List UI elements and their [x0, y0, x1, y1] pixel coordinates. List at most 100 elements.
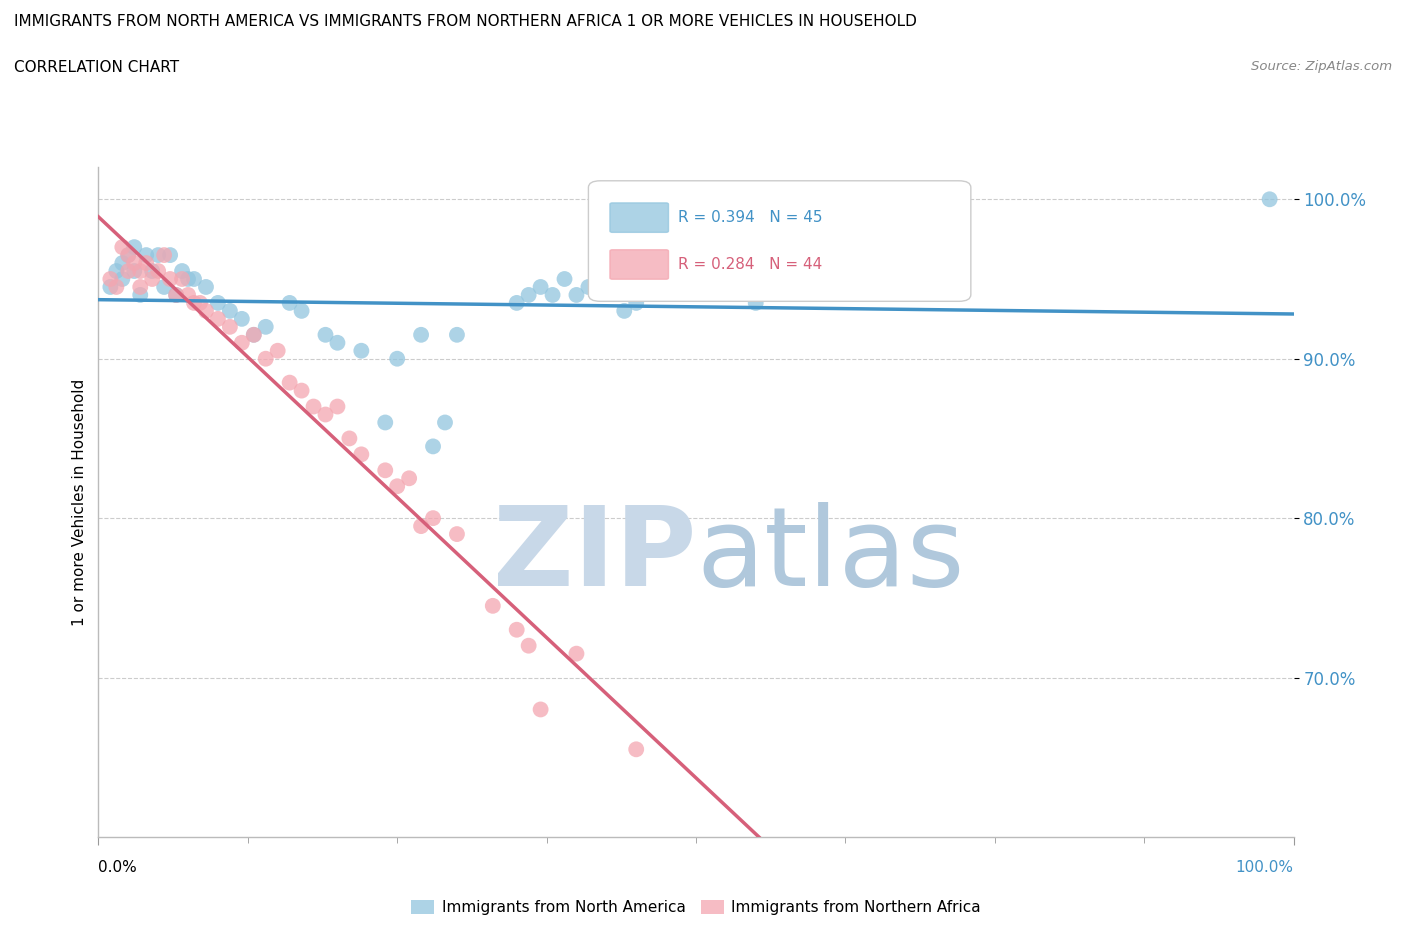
- Point: [315, 407, 337, 422]
- Text: Source: ZipAtlas.com: Source: ZipAtlas.com: [1251, 60, 1392, 73]
- Point: [111, 256, 134, 271]
- Text: IMMIGRANTS FROM NORTH AMERICA VS IMMIGRANTS FROM NORTHERN AFRICA 1 OR MORE VEHIC: IMMIGRANTS FROM NORTH AMERICA VS IMMIGRA…: [14, 14, 917, 29]
- Point: [565, 646, 588, 661]
- Point: [613, 303, 636, 318]
- Point: [385, 479, 409, 494]
- Point: [506, 296, 529, 311]
- Point: [98, 272, 122, 286]
- Point: [506, 622, 529, 637]
- Point: [290, 303, 312, 318]
- Point: [411, 327, 433, 342]
- Point: [207, 296, 229, 311]
- Text: 100.0%: 100.0%: [1236, 860, 1294, 875]
- Point: [242, 327, 264, 342]
- FancyBboxPatch shape: [610, 203, 668, 232]
- Point: [194, 280, 217, 295]
- Point: [278, 296, 301, 311]
- Point: [141, 272, 163, 286]
- Point: [148, 263, 170, 278]
- Point: [124, 263, 146, 278]
- Point: [446, 526, 468, 541]
- Point: [117, 247, 139, 262]
- Point: [554, 272, 576, 286]
- Point: [350, 343, 373, 358]
- Point: [398, 471, 420, 485]
- Point: [385, 352, 409, 366]
- Point: [129, 287, 152, 302]
- Point: [481, 598, 505, 613]
- Point: [117, 263, 139, 278]
- Point: [576, 280, 599, 295]
- Point: [219, 319, 242, 334]
- Point: [219, 303, 242, 318]
- FancyBboxPatch shape: [588, 180, 970, 301]
- Text: R = 0.284   N = 44: R = 0.284 N = 44: [678, 257, 823, 272]
- Point: [565, 287, 588, 302]
- Point: [326, 336, 349, 351]
- Point: [745, 296, 768, 311]
- Point: [153, 247, 176, 262]
- Point: [98, 280, 122, 295]
- Point: [267, 343, 290, 358]
- Legend: Immigrants from North America, Immigrants from Northern Africa: Immigrants from North America, Immigrant…: [404, 893, 988, 923]
- Point: [422, 511, 444, 525]
- Point: [422, 439, 444, 454]
- Point: [242, 327, 264, 342]
- Text: CORRELATION CHART: CORRELATION CHART: [14, 60, 179, 75]
- Point: [231, 312, 253, 326]
- Point: [326, 399, 349, 414]
- Point: [302, 399, 325, 414]
- Point: [159, 247, 181, 262]
- Point: [350, 447, 373, 462]
- Point: [517, 287, 540, 302]
- Point: [111, 240, 134, 255]
- Point: [177, 287, 200, 302]
- Point: [124, 256, 146, 271]
- Point: [172, 272, 194, 286]
- Point: [278, 375, 301, 390]
- Point: [153, 280, 176, 295]
- Point: [254, 319, 277, 334]
- Point: [124, 240, 146, 255]
- Text: ZIP: ZIP: [492, 502, 696, 609]
- Point: [254, 352, 277, 366]
- Point: [411, 519, 433, 534]
- Point: [374, 463, 396, 478]
- Point: [172, 263, 194, 278]
- Point: [315, 327, 337, 342]
- Point: [117, 247, 139, 262]
- Point: [177, 272, 200, 286]
- Point: [624, 742, 647, 757]
- Point: [433, 415, 456, 430]
- FancyBboxPatch shape: [610, 250, 668, 279]
- Point: [337, 431, 360, 445]
- Point: [165, 287, 187, 302]
- Text: atlas: atlas: [696, 502, 965, 609]
- Point: [1258, 192, 1281, 206]
- Point: [529, 702, 551, 717]
- Point: [165, 287, 187, 302]
- Text: 0.0%: 0.0%: [98, 860, 138, 875]
- Point: [111, 272, 134, 286]
- Point: [141, 263, 163, 278]
- Point: [517, 638, 540, 653]
- Point: [529, 280, 551, 295]
- Point: [231, 336, 253, 351]
- Point: [446, 327, 468, 342]
- Point: [207, 312, 229, 326]
- Point: [183, 296, 205, 311]
- Point: [194, 303, 217, 318]
- Point: [374, 415, 396, 430]
- Point: [148, 247, 170, 262]
- Point: [183, 272, 205, 286]
- Point: [188, 296, 211, 311]
- Point: [129, 263, 152, 278]
- Point: [159, 272, 181, 286]
- Point: [624, 296, 647, 311]
- Text: R = 0.394   N = 45: R = 0.394 N = 45: [678, 210, 823, 225]
- Point: [105, 280, 128, 295]
- Point: [541, 287, 564, 302]
- Point: [135, 247, 157, 262]
- Y-axis label: 1 or more Vehicles in Household: 1 or more Vehicles in Household: [72, 379, 87, 626]
- Point: [105, 263, 128, 278]
